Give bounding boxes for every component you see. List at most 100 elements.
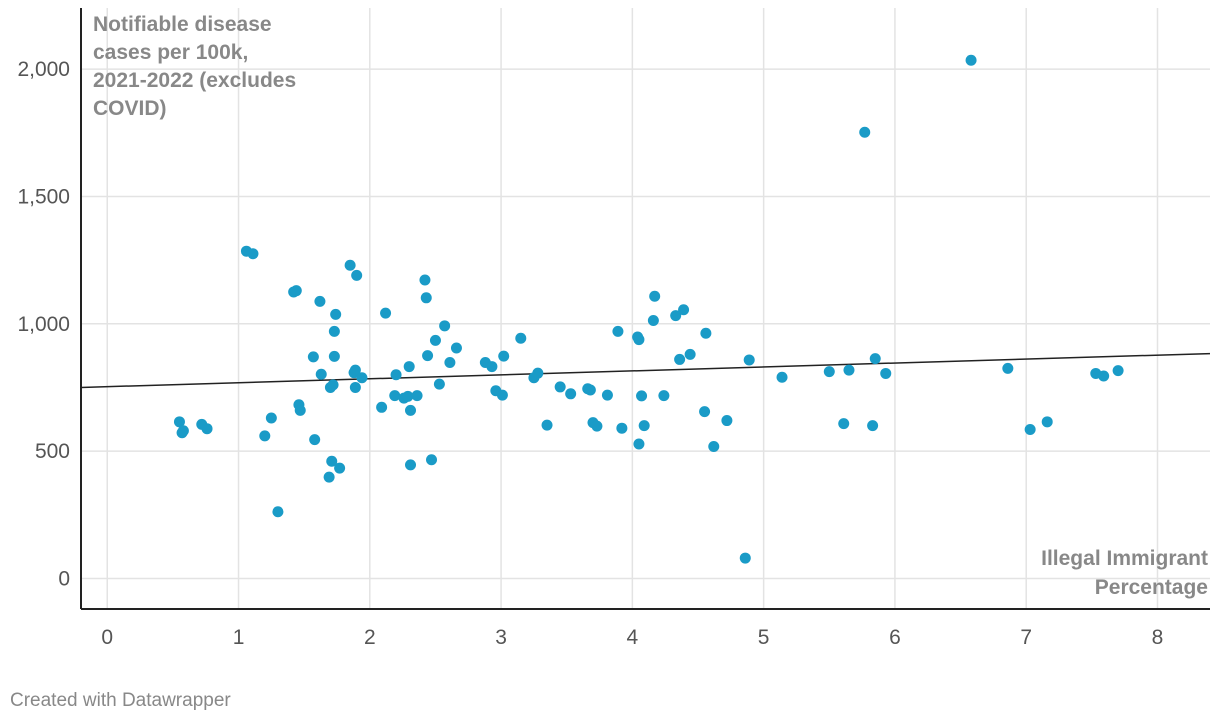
- data-point: [515, 332, 527, 344]
- data-point: [869, 353, 881, 365]
- data-point: [678, 304, 690, 316]
- data-point: [201, 423, 213, 435]
- data-point: [433, 378, 445, 390]
- data-point: [314, 295, 326, 307]
- data-points: [173, 54, 1124, 564]
- data-point: [376, 401, 388, 413]
- data-point: [638, 420, 650, 432]
- y-tick-label: 1,000: [17, 313, 70, 336]
- data-point: [247, 248, 259, 260]
- data-point: [328, 325, 340, 337]
- data-point: [674, 353, 686, 365]
- data-point: [389, 390, 401, 402]
- data-point: [565, 388, 577, 400]
- data-point: [1002, 362, 1014, 374]
- data-point: [838, 418, 850, 430]
- trend-line: [80, 352, 1211, 389]
- data-point: [315, 368, 327, 380]
- data-point: [444, 356, 456, 368]
- data-point: [658, 390, 670, 402]
- y-tick-labels: 0 500 1,000 1,500 2,000: [17, 58, 70, 590]
- data-point: [700, 327, 712, 339]
- data-point: [612, 325, 624, 337]
- data-point: [684, 348, 696, 360]
- data-point: [859, 126, 871, 138]
- y-grid: [81, 68, 1210, 580]
- data-point: [405, 459, 417, 471]
- data-point: [647, 314, 659, 326]
- x-axis-title: Illegal Immigrant Percentage: [1041, 547, 1208, 599]
- data-point: [541, 419, 553, 431]
- data-point: [265, 412, 277, 424]
- x-tick-label: 4: [627, 626, 639, 649]
- data-point: [411, 390, 423, 402]
- data-point: [349, 364, 361, 376]
- x-tick-label: 2: [364, 626, 376, 649]
- y-tick-label: 500: [35, 440, 70, 463]
- data-point: [419, 274, 431, 286]
- y-axis-title-line: COVID): [93, 97, 167, 120]
- x-tick-label: 1: [233, 626, 245, 649]
- y-axis-title-line: Notifiable disease: [93, 13, 272, 36]
- data-point: [426, 454, 438, 466]
- data-point: [649, 290, 661, 302]
- data-point: [601, 389, 613, 401]
- x-axis-title-line: Percentage: [1095, 576, 1208, 599]
- data-point: [699, 406, 711, 418]
- data-point: [294, 404, 306, 416]
- data-point: [422, 350, 434, 362]
- data-point: [326, 455, 338, 467]
- data-point: [554, 381, 566, 393]
- data-point: [177, 425, 189, 437]
- x-tick-labels: 0 1 2 3 4 5 6 7 8: [101, 626, 1163, 649]
- data-point: [351, 269, 363, 281]
- data-point: [776, 371, 788, 383]
- data-point: [405, 404, 417, 416]
- data-point: [743, 354, 755, 366]
- datawrapper-credit: Created with Datawrapper: [10, 690, 231, 711]
- y-axis-title-line: cases per 100k,: [93, 41, 248, 64]
- data-point: [323, 471, 335, 483]
- data-point: [965, 54, 977, 66]
- data-point: [402, 390, 414, 402]
- data-point: [259, 430, 271, 442]
- data-point: [272, 506, 284, 518]
- x-tick-label: 3: [495, 626, 507, 649]
- y-axis-title-line: 2021-2022 (excludes: [93, 69, 296, 92]
- data-point: [1098, 370, 1110, 382]
- data-point: [309, 434, 321, 446]
- data-point: [633, 334, 645, 346]
- data-point: [403, 361, 415, 373]
- x-tick-label: 7: [1020, 626, 1032, 649]
- data-point: [1041, 416, 1053, 428]
- data-point: [307, 351, 319, 363]
- data-point: [498, 350, 510, 362]
- data-point: [591, 420, 603, 432]
- data-point: [867, 420, 879, 432]
- y-axis-title: Notifiable disease cases per 100k, 2021-20…: [93, 13, 296, 120]
- x-tick-label: 5: [758, 626, 770, 649]
- data-point: [486, 361, 498, 373]
- data-point: [334, 462, 346, 474]
- data-point: [330, 308, 342, 320]
- x-tick-label: 6: [889, 626, 901, 649]
- data-point: [739, 552, 751, 564]
- data-point: [349, 381, 361, 393]
- data-point: [344, 259, 356, 271]
- data-point: [327, 379, 339, 391]
- data-point: [290, 285, 302, 297]
- data-point: [380, 307, 392, 319]
- data-point: [390, 369, 402, 381]
- data-point: [616, 422, 628, 434]
- data-point: [1112, 365, 1124, 377]
- data-point: [633, 438, 645, 450]
- x-tick-label: 0: [101, 626, 113, 649]
- y-tick-label: 1,500: [17, 185, 70, 208]
- y-tick-label: 2,000: [17, 58, 70, 81]
- data-point: [1024, 423, 1036, 435]
- data-point: [708, 441, 720, 453]
- data-point: [439, 320, 451, 332]
- data-point: [670, 310, 682, 322]
- data-point: [420, 292, 432, 304]
